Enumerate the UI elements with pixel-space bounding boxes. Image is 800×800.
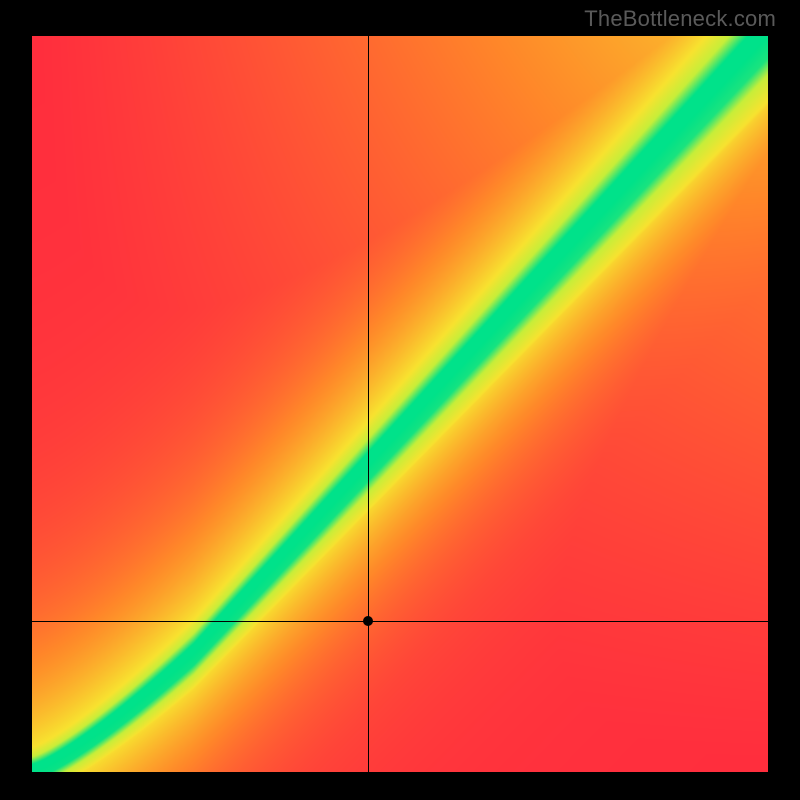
heatmap-canvas: [32, 36, 768, 772]
plot-area: [32, 36, 768, 772]
chart-container: TheBottleneck.com: [0, 0, 800, 800]
watermark-text: TheBottleneck.com: [584, 6, 776, 32]
